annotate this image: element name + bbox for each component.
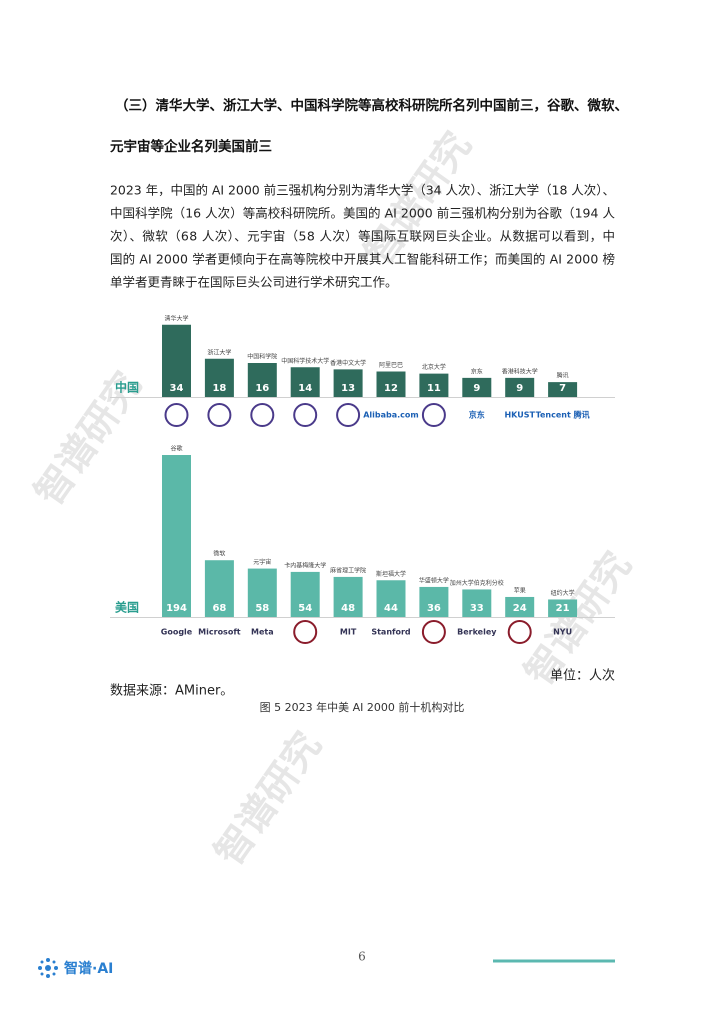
logo-text: Tencent 腾讯 [536, 410, 590, 420]
footer-logo: 智谱·AI [63, 960, 113, 977]
paragraph-line: 次）、微软（68 人次）、元宇宙（58 人次）等国际互联网巨头企业。从数据可以看… [110, 229, 615, 244]
bar [204, 358, 234, 397]
logo-icon [250, 403, 275, 427]
bar-value: 58 [255, 603, 269, 614]
bar [290, 367, 320, 397]
logo-text: Alibaba.com [363, 411, 419, 420]
bar-value: 44 [384, 603, 398, 614]
bar [376, 580, 406, 617]
paragraph-line: 2023 年，中国的 AI 2000 前三强机构分别为清华大学（34 人次）、浙… [110, 183, 615, 198]
bar-category: 清华大学 [164, 314, 188, 322]
bar-category: 苹果 [514, 586, 526, 594]
bar-category: 华盛顿大学 [419, 576, 449, 584]
bar-value: 11 [427, 383, 441, 394]
group-label: 中国 [115, 380, 139, 395]
bar [333, 369, 363, 397]
bar-value: 14 [298, 383, 312, 394]
bar [548, 599, 578, 617]
bar-category: 香港中文大学 [330, 359, 366, 367]
logo-text: Berkeley [457, 628, 497, 637]
bar-value: 7 [559, 383, 566, 394]
bar-category: 斯坦福大学 [376, 570, 406, 578]
bar [162, 324, 191, 397]
paragraph-line: 单学者更青睐于在国际巨头公司进行学术研究工作。 [110, 275, 398, 290]
bar [204, 560, 234, 617]
bar-value: 24 [513, 603, 527, 614]
bar-value: 9 [473, 383, 480, 394]
logo-text: HKUST [504, 411, 535, 420]
bar [462, 377, 492, 397]
page-number: 6 [358, 950, 366, 964]
paragraph: 2023 年，中国的 AI 2000 前三强机构分别为清华大学（34 人次）、浙… [110, 183, 615, 290]
bar-value: 12 [384, 383, 398, 394]
bar [162, 455, 191, 617]
bar [462, 589, 492, 617]
bar-value: 9 [516, 383, 523, 394]
logo-icon [507, 620, 532, 644]
paragraph-line: 中国科学院（16 人次）等高校科研院所。美国的 AI 2000 前三强机构分别为… [110, 206, 615, 221]
logo-text: MIT [340, 628, 357, 637]
bar-category: 浙江大学 [207, 348, 231, 356]
bar-category: 香港科技大学 [502, 367, 538, 375]
bar [419, 586, 449, 617]
bar-value: 48 [341, 603, 355, 614]
logo-icon [164, 403, 189, 427]
bar [419, 373, 449, 397]
bar [505, 596, 535, 617]
source-note: 数据来源：AMiner。 [110, 684, 233, 699]
bar-value: 21 [556, 603, 570, 614]
bar-category: 阿里巴巴 [379, 361, 403, 369]
bar-value: 36 [427, 603, 441, 614]
logo-text: Google [161, 628, 193, 637]
logo-icon [336, 403, 361, 427]
logo-text: Microsoft [198, 628, 241, 637]
bar-category: 微软 [213, 550, 225, 558]
bar-category: 纽约大学 [551, 589, 575, 597]
bar [247, 363, 277, 397]
bar-value: 33 [470, 603, 484, 614]
bar-category: 中国科学院 [247, 353, 277, 361]
bar-category: 中国科学技术大学 [281, 357, 329, 365]
bar-category: 京东 [471, 367, 483, 375]
unit-label: 单位：人次 [550, 668, 615, 684]
logo-icon [293, 620, 318, 644]
bar [247, 568, 277, 617]
bar-value: 16 [255, 383, 269, 394]
bar-category: 谷歌 [170, 445, 182, 453]
logo-icon [421, 620, 446, 644]
logo-text: Stanford [371, 628, 411, 637]
heading-line: 元宇宙等企业名列美国前三 [110, 138, 272, 155]
bar-category: 元宇宙 [253, 558, 271, 566]
logo-text: Meta [251, 628, 274, 637]
figure: 中国 34 清华大学 18 浙江大学 16 中国科学院 14 中国科学技术大学 13 香港中文大学 1… [110, 314, 615, 644]
logo-icon [207, 403, 232, 427]
bar-value: 34 [170, 383, 184, 394]
bar [548, 382, 578, 397]
bar-value: 18 [212, 383, 226, 394]
logo-text: NYU [553, 628, 572, 637]
figure-caption: 图 5 2023 年中美 AI 2000 前十机构对比 [260, 700, 465, 714]
logo-text: 京东 [469, 410, 485, 420]
bar-value: 54 [298, 603, 312, 614]
logo-icon [293, 403, 318, 427]
logo-icon [421, 403, 446, 427]
bar-value: 13 [341, 383, 355, 394]
bar-category: 卡内基梅隆大学 [284, 561, 326, 569]
group-label: 美国 [115, 600, 139, 615]
bar-category: 腾讯 [557, 372, 569, 380]
bar-value: 68 [212, 603, 226, 614]
bar [376, 371, 406, 397]
bar [290, 571, 320, 617]
bar-category: 加州大学伯克利分校 [450, 579, 504, 587]
footer-logo-icon [38, 958, 58, 978]
heading-line: （三）清华大学、浙江大学、中国科学院等高校科研院所名列中国前三，谷歌、微软、 [115, 97, 628, 114]
bar-category: 北京大学 [422, 363, 446, 371]
bar [333, 576, 363, 617]
bar-value: 194 [166, 603, 187, 614]
paragraph-line: 国的 AI 2000 学者更倾向于在高等院校中开展其人工智能科研工作；而美国的 … [110, 252, 615, 267]
bar-category: 麻省理工学院 [330, 566, 366, 574]
bar [505, 377, 535, 397]
